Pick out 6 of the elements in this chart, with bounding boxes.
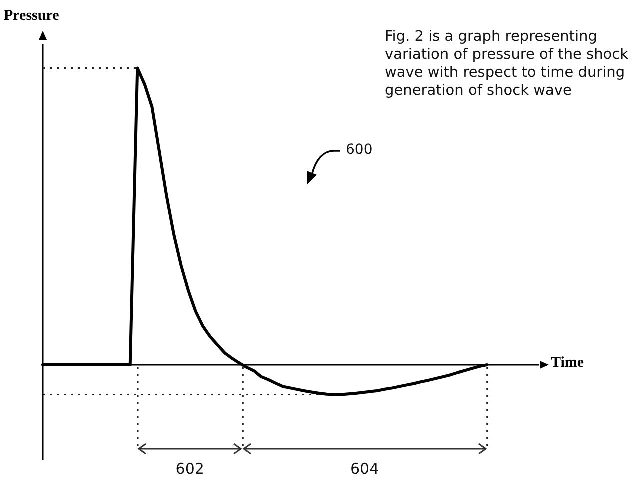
annotation: Fig. 2 is a graph representing variation of pressure of the shock wave with respect to time during generation of shock wave [385, 28, 630, 100]
y-axis-title: Pressure [4, 8, 60, 25]
text: 602 [176, 460, 204, 478]
annotation: 600 [346, 142, 373, 158]
text: 604 [350, 460, 380, 478]
x-axis-title: Time [551, 355, 584, 372]
